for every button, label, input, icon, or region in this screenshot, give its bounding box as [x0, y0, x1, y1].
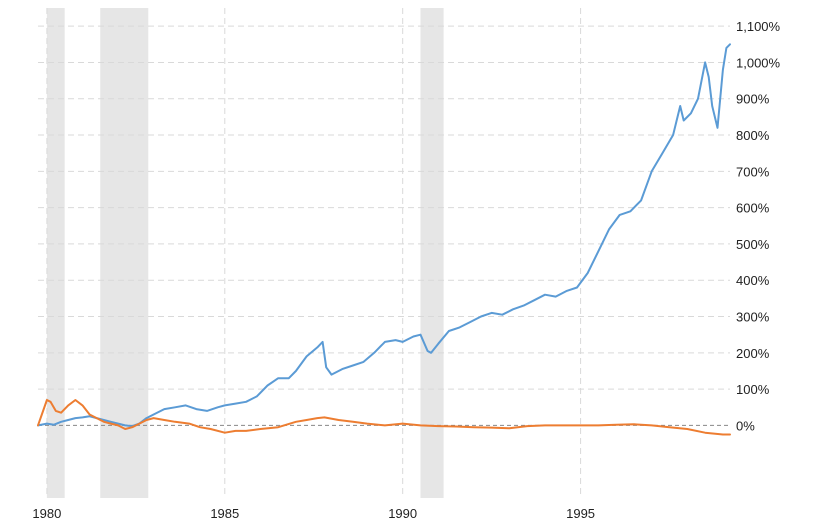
y-tick-label-0: 0% — [736, 418, 755, 433]
x-axis-tick-labels: 1980 1985 1990 1995 — [32, 506, 595, 521]
x-tick-label-1: 1985 — [210, 506, 239, 521]
y-tick-label-7: 700% — [736, 164, 770, 179]
y-tick-label-8: 800% — [736, 128, 770, 143]
y-axis-tick-labels: 0% 100% 200% 300% 400% 500% 600% 700% 800% 900% 1,… — [736, 19, 781, 433]
recession-shading-layer — [46, 8, 444, 498]
y-tick-label-9: 900% — [736, 92, 770, 107]
y-tick-label-6: 600% — [736, 201, 770, 216]
shaded-region-1 — [100, 8, 149, 498]
shaded-region-0 — [46, 8, 65, 498]
series-line-1 — [37, 399, 731, 436]
x-tick-label-3: 1995 — [566, 506, 595, 521]
y-tick-label-3: 300% — [736, 310, 770, 325]
y-tick-label-2: 200% — [736, 346, 770, 361]
y-tick-label-4: 400% — [736, 273, 770, 288]
grid-layer — [38, 8, 730, 498]
x-tick-label-0: 1980 — [32, 506, 61, 521]
y-tick-label-1: 100% — [736, 382, 770, 397]
series-layer — [37, 43, 731, 436]
shaded-region-2 — [420, 8, 444, 498]
y-tick-label-5: 500% — [736, 237, 770, 252]
y-tick-label-11: 1,100% — [736, 19, 781, 34]
y-tick-label-10: 1,000% — [736, 55, 781, 70]
x-tick-label-2: 1990 — [388, 506, 417, 521]
